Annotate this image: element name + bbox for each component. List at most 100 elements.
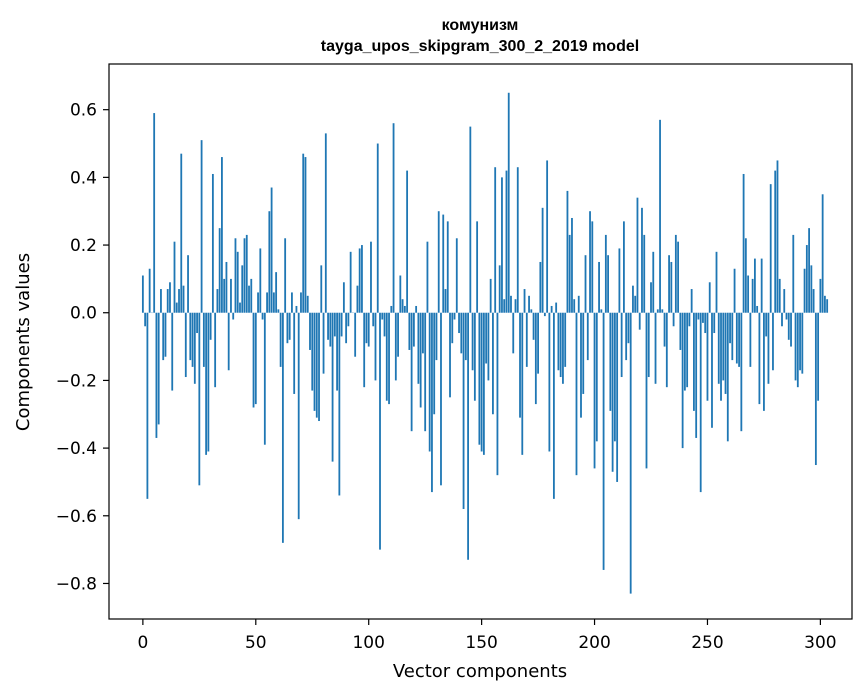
- bar: [476, 221, 479, 313]
- bar: [521, 312, 524, 455]
- bar: [668, 255, 670, 313]
- bar: [385, 312, 388, 401]
- bar: [600, 309, 603, 313]
- bar: [760, 258, 763, 313]
- bar: [494, 167, 497, 313]
- bar: [801, 312, 804, 374]
- bar: [530, 309, 533, 313]
- bar: [451, 312, 454, 344]
- bar: [519, 312, 521, 418]
- bar: [182, 285, 185, 313]
- bar: [428, 312, 431, 452]
- bar: [162, 312, 165, 361]
- bar: [347, 312, 350, 327]
- bar: [320, 265, 323, 313]
- x-tick-label: 50: [245, 633, 267, 653]
- bar: [196, 312, 198, 334]
- bar: [555, 302, 558, 313]
- bar: [315, 312, 318, 418]
- bar: [426, 241, 429, 313]
- bar: [410, 312, 413, 432]
- bar: [214, 312, 217, 388]
- bar: [763, 312, 765, 411]
- bar: [144, 312, 147, 327]
- bar: [514, 299, 517, 313]
- bar: [632, 285, 634, 313]
- y-tick-label: 0.4: [70, 168, 97, 188]
- bar: [785, 312, 788, 320]
- bar: [254, 312, 257, 405]
- bar: [772, 312, 774, 371]
- bar: [824, 295, 826, 313]
- bar: [153, 113, 156, 313]
- bar: [492, 312, 494, 415]
- bar: [663, 312, 666, 347]
- bar: [155, 312, 158, 438]
- bar: [241, 265, 244, 313]
- bar: [401, 299, 404, 313]
- bar: [503, 299, 506, 313]
- bar: [584, 255, 587, 313]
- bar: [207, 312, 210, 452]
- bar: [794, 312, 797, 381]
- bar: [677, 241, 680, 313]
- bar: [281, 312, 284, 543]
- bar: [650, 282, 652, 313]
- bar: [498, 265, 501, 313]
- bar: [783, 289, 786, 313]
- bar: [367, 312, 370, 347]
- bar: [464, 312, 467, 361]
- bar: [374, 312, 377, 381]
- y-tick-label: 0.2: [70, 236, 97, 256]
- y-tick-label: 0.6: [70, 101, 97, 121]
- bar: [358, 248, 361, 313]
- bar: [774, 170, 777, 313]
- bar: [577, 295, 580, 313]
- bar: [582, 312, 585, 394]
- bar: [753, 258, 756, 313]
- bar: [338, 312, 341, 496]
- bar: [157, 312, 160, 425]
- bar: [304, 157, 307, 313]
- bar: [609, 312, 612, 411]
- bar: [261, 312, 264, 320]
- bar: [202, 312, 205, 367]
- bar: [288, 312, 291, 340]
- bar: [543, 312, 546, 317]
- bar: [327, 312, 329, 340]
- bar: [702, 312, 704, 323]
- bar: [729, 312, 731, 344]
- bar: [817, 312, 820, 401]
- bar: [467, 312, 469, 560]
- bar: [141, 275, 144, 313]
- bar: [627, 312, 630, 344]
- bar: [623, 221, 625, 313]
- bar: [485, 312, 488, 364]
- bar: [329, 312, 332, 347]
- bar: [776, 160, 779, 313]
- bar: [306, 295, 309, 313]
- bar: [717, 312, 720, 384]
- bar: [302, 153, 305, 313]
- bar: [455, 238, 458, 313]
- bar: [266, 292, 268, 313]
- bar: [604, 234, 607, 313]
- bar: [309, 312, 311, 350]
- bar: [293, 312, 296, 394]
- bar: [272, 292, 275, 313]
- bar: [620, 312, 623, 378]
- bar: [263, 312, 266, 445]
- bar: [243, 238, 246, 313]
- bar: [453, 312, 456, 320]
- bar: [697, 312, 700, 320]
- bar: [236, 251, 239, 313]
- bar: [324, 133, 327, 313]
- bar: [388, 312, 390, 405]
- y-axis-label: Components values: [13, 253, 34, 431]
- x-axis-label: Vector components: [393, 661, 567, 682]
- bar: [252, 312, 255, 408]
- bar: [778, 278, 781, 313]
- bar: [758, 312, 761, 405]
- bar: [227, 312, 230, 371]
